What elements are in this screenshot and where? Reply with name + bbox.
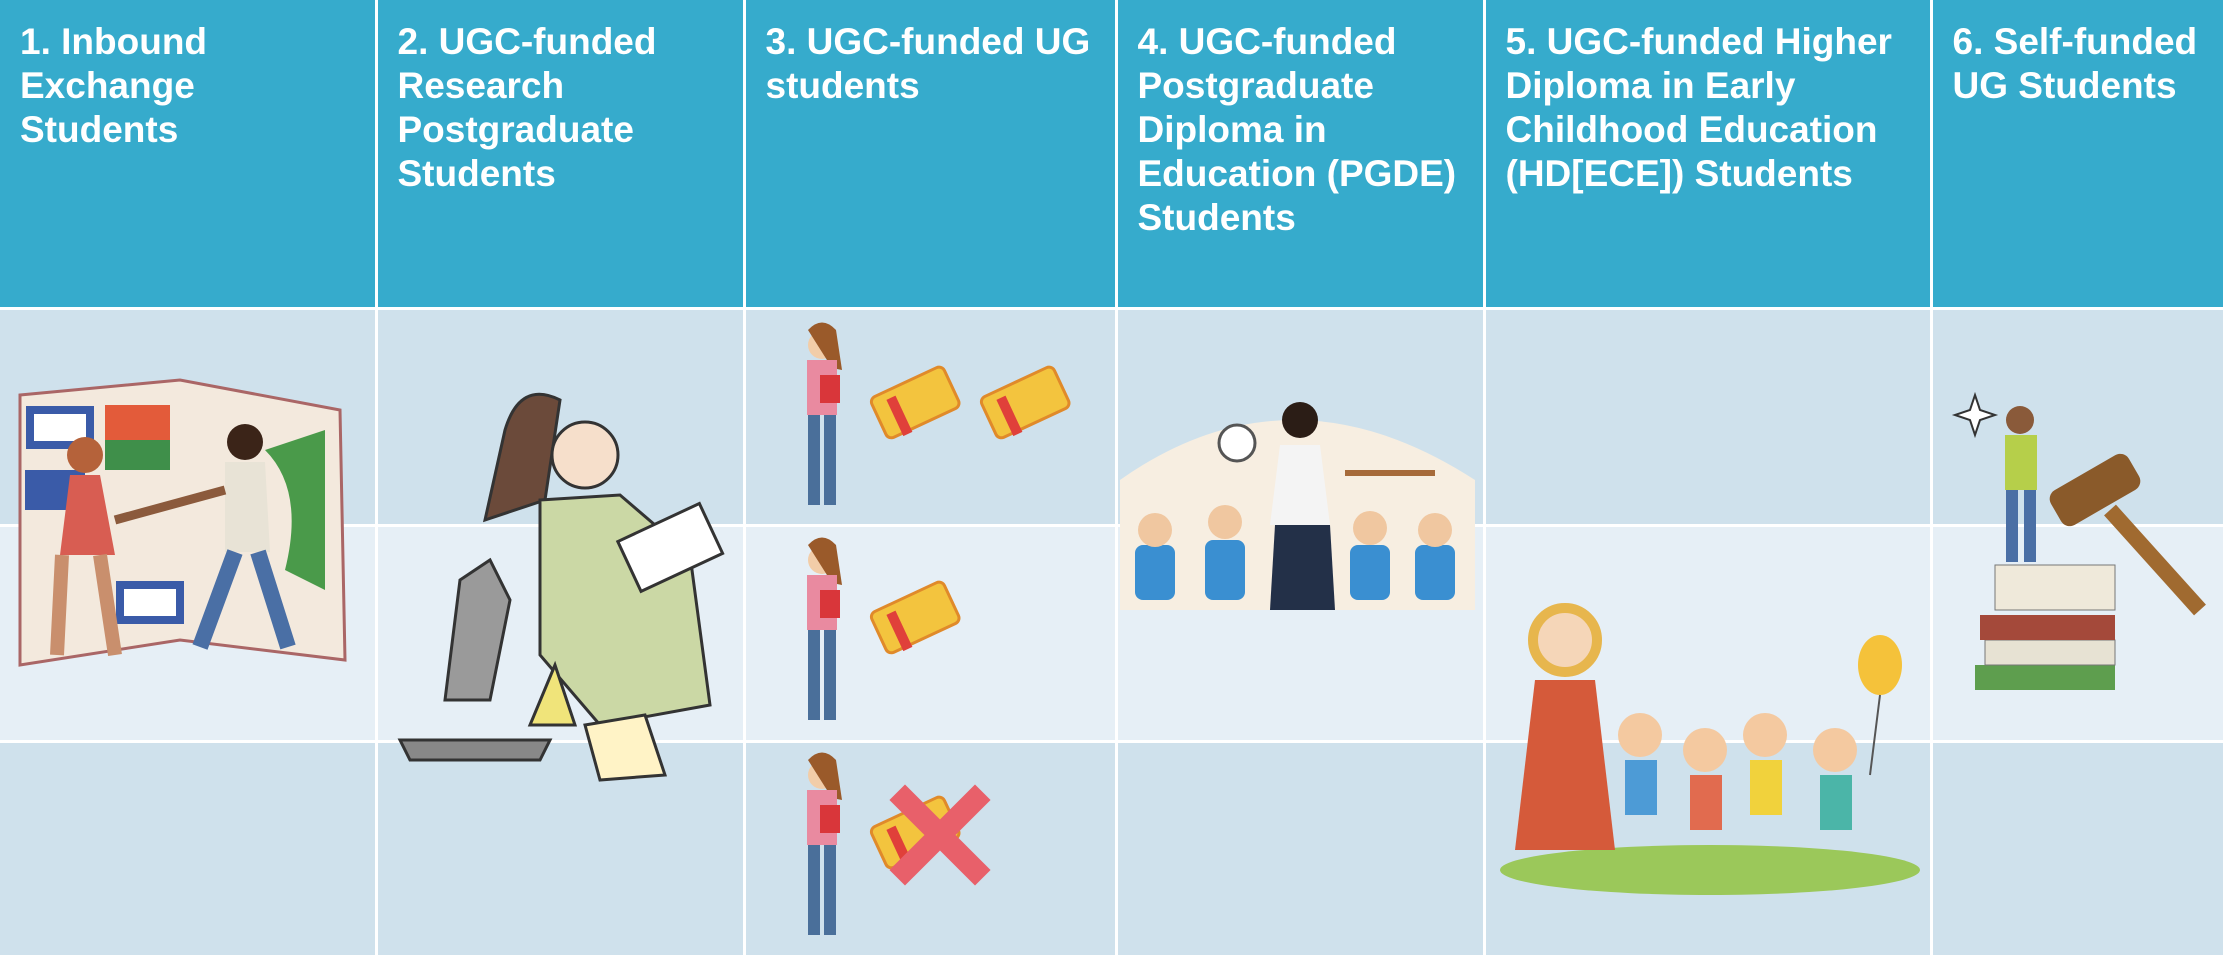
column-header: 2. UGC-funded Research Postgraduate Stud… — [377, 0, 743, 307]
drawing-shape — [979, 365, 1071, 440]
table-cell — [377, 742, 743, 955]
drawing-shape — [1750, 760, 1782, 815]
drawing-shape — [1984, 639, 2116, 666]
drawing-shape — [192, 549, 296, 650]
drawing-shape — [869, 580, 961, 655]
drawing-shape — [820, 805, 840, 833]
drawing-shape — [820, 375, 840, 403]
drawing-shape — [2005, 435, 2037, 490]
drawing-shape — [1135, 545, 1175, 600]
drawing-shape — [1345, 470, 1435, 476]
drawing-shape — [1138, 505, 1452, 547]
drawing-shape — [1858, 635, 1902, 695]
column-header: 5. UGC-funded Higher Diploma in Early Ch… — [1485, 0, 1930, 307]
drawing-shape — [1994, 564, 2116, 611]
drawing-shape — [527, 660, 578, 727]
drawing-shape — [1353, 511, 1387, 545]
drawing-shape — [2049, 453, 2141, 527]
table-cell — [1932, 742, 2223, 955]
voucher-illustration — [807, 322, 1071, 935]
drawing-shape — [1869, 694, 1881, 776]
drawing-shape — [1515, 680, 1615, 850]
drawing-shape — [1683, 728, 1727, 772]
drawing-shape — [2006, 490, 2036, 562]
drawing-shape — [1820, 775, 1852, 830]
drawing-shape — [397, 738, 553, 762]
drawing-shape — [105, 405, 170, 440]
drawing-shape — [1690, 775, 1722, 830]
table-cell — [0, 742, 375, 955]
drawing-shape — [889, 784, 991, 886]
drawing-shape — [1528, 603, 1602, 677]
drawing-shape — [886, 610, 913, 652]
drawing-shape — [113, 485, 227, 525]
drawing-shape — [443, 557, 512, 702]
drawing-shape — [2006, 406, 2034, 434]
drawing-shape — [1415, 545, 1455, 600]
drawing-shape — [1743, 713, 1787, 757]
drawing-shape — [1350, 545, 1390, 600]
drawing-shape — [1500, 845, 1920, 895]
kindergarten-illustration — [1500, 603, 1920, 895]
drawing-shape — [1138, 513, 1172, 547]
drawing-shape — [225, 462, 270, 552]
drawing-shape — [808, 322, 842, 370]
drawing-shape — [886, 395, 913, 437]
drawing-shape — [1980, 615, 2115, 640]
drawing-shape — [105, 440, 170, 470]
drawing-shape — [265, 430, 325, 590]
drawing-shape — [1217, 423, 1257, 463]
column-header: 6. Self-funded UG Students — [1932, 0, 2223, 307]
drawing-shape — [1618, 713, 1662, 757]
drawing-shape — [583, 713, 668, 782]
drawing-shape — [1135, 540, 1455, 600]
drawing-shape — [67, 437, 103, 473]
drawing-shape — [227, 424, 263, 460]
column-header: 3. UGC-funded UG students — [745, 0, 1115, 307]
drawing-shape — [1282, 402, 1318, 438]
drawing-shape — [808, 752, 842, 800]
drawing-shape — [1618, 713, 1857, 772]
scientist-illustration — [397, 392, 725, 782]
drawing-shape — [808, 630, 836, 720]
drawing-shape — [820, 590, 840, 618]
table-cell — [1117, 742, 1483, 955]
drawing-shape — [116, 581, 184, 624]
drawing-shape — [1813, 728, 1857, 772]
drawing-shape — [550, 420, 620, 490]
table-cell — [377, 309, 743, 524]
column-header: 1. Inbound Exchange Students — [0, 0, 375, 307]
drawing-shape — [808, 845, 836, 935]
self-funded-illustration — [1951, 391, 2206, 690]
drawing-shape — [1975, 665, 2115, 690]
drawing-shape — [1951, 391, 1999, 439]
table-cell — [1485, 309, 1930, 524]
column-header: 4. UGC-funded Postgraduate Diploma in Ed… — [1117, 0, 1483, 307]
exchange-illustration — [18, 378, 347, 667]
drawing-shape — [60, 475, 115, 555]
drawing-shape — [615, 501, 725, 594]
drawing-shape — [2104, 504, 2206, 616]
drawing-shape — [50, 553, 122, 657]
classroom-illustration — [1120, 402, 1475, 610]
drawing-shape — [996, 395, 1023, 437]
drawing-shape — [1208, 505, 1242, 539]
drawing-shape — [1418, 513, 1452, 547]
drawing-shape — [1270, 445, 1330, 525]
drawing-shape — [808, 537, 842, 585]
drawing-shape — [482, 392, 562, 523]
drawing-shape — [869, 365, 961, 440]
drawing-shape — [1270, 525, 1335, 610]
drawing-shape — [1205, 540, 1245, 600]
drawing-shape — [808, 415, 836, 505]
drawing-shape — [1625, 760, 1657, 815]
